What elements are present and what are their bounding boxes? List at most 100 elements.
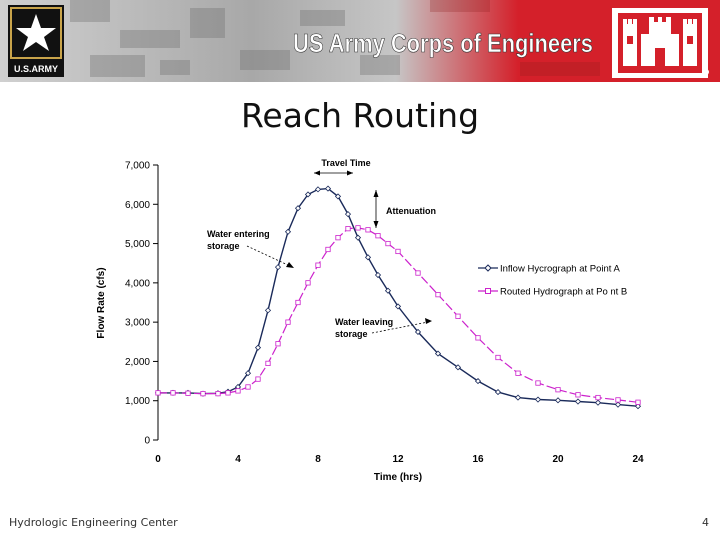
data-point (514, 394, 522, 401)
y-tick-label: 6,000 (125, 200, 150, 211)
x-tick-label: 16 (472, 454, 484, 465)
data-point (294, 205, 302, 212)
data-point (304, 191, 312, 198)
data-point (374, 271, 382, 279)
water-leaving-leader (371, 321, 429, 334)
castle-icon (612, 8, 709, 78)
x-tick-label: 8 (315, 454, 321, 465)
data-point (384, 287, 392, 294)
data-point (615, 397, 621, 403)
data-point (264, 307, 272, 314)
y-tick-label: 1,000 (125, 396, 150, 407)
data-point (594, 399, 602, 406)
army-logo-text: U.S.ARMY (14, 64, 58, 74)
data-point (575, 392, 581, 398)
attenuation-arrowhead-bottom (373, 221, 379, 228)
header-banner: U.S.ARMY US Army Corps of Engineers (0, 0, 720, 82)
data-point (155, 390, 161, 396)
data-point (614, 401, 622, 408)
data-point (225, 390, 231, 396)
annotation-water-entering-line2: storage (207, 241, 240, 251)
annotation-water-leaving-line1: Water leaving (335, 317, 393, 327)
legend-marker (484, 264, 492, 272)
data-point (375, 233, 381, 239)
annotation-travel-time: Travel Time (321, 158, 370, 168)
legend-box (476, 256, 656, 300)
x-tick-label: 12 (392, 454, 404, 465)
army-logo: U.S.ARMY (8, 5, 64, 77)
data-point (385, 240, 391, 247)
annotation-water-entering-line1: Water entering (207, 229, 270, 239)
data-point (355, 225, 361, 231)
annotation-attenuation: Attenuation (386, 206, 436, 216)
data-point (635, 399, 641, 405)
data-point (395, 248, 401, 255)
data-point (534, 396, 542, 403)
data-point (285, 319, 291, 325)
data-point (335, 235, 341, 241)
data-point (365, 227, 371, 233)
data-point (315, 262, 321, 268)
legend-marker (485, 288, 491, 294)
data-point (555, 387, 561, 393)
y-tick-label: 5,000 (125, 239, 150, 250)
data-point (535, 380, 541, 386)
data-point (324, 185, 332, 192)
travel-time-arrowhead-right (347, 170, 353, 176)
page-title: Reach Routing (240, 96, 480, 135)
data-point (435, 292, 441, 298)
y-tick-label: 0 (144, 436, 150, 447)
banner-graphic: U.S.ARMY US Army Corps of Engineers (0, 0, 720, 82)
x-tick-label: 4 (235, 454, 241, 465)
attenuation-arrowhead-top (373, 190, 379, 197)
data-point (494, 389, 502, 396)
water-entering-arrowhead (286, 262, 294, 268)
data-point (170, 390, 176, 396)
y-tick-label: 2,000 (125, 357, 150, 368)
data-point (334, 193, 342, 200)
data-point (495, 354, 501, 361)
data-point (455, 313, 461, 319)
x-tick-label: 0 (155, 454, 161, 465)
data-point (235, 388, 241, 394)
data-point (394, 303, 402, 310)
data-point (415, 270, 421, 276)
x-axis-label: Time (hrs) (374, 472, 422, 483)
x-tick-label: 24 (632, 454, 644, 465)
data-point (305, 280, 311, 286)
data-point (344, 211, 352, 218)
data-point (254, 344, 262, 351)
data-point (185, 390, 191, 396)
legend-label: Inflow Hycrograph at Point A (500, 264, 621, 275)
data-point (475, 335, 481, 341)
data-point (244, 370, 252, 377)
data-point (345, 226, 351, 232)
data-point (295, 299, 301, 306)
data-point (454, 364, 462, 371)
data-point (215, 391, 221, 397)
data-point (314, 186, 322, 193)
page-number: 4 (702, 516, 709, 529)
data-point (325, 246, 331, 253)
data-point (275, 341, 281, 347)
hydrograph-chart: 0 1,000 2,000 3,000 4,000 5,000 6,000 7,000 0 4 8 1… (96, 158, 656, 483)
data-point (414, 328, 422, 336)
data-point (354, 234, 362, 241)
data-point (554, 397, 562, 404)
data-point (634, 403, 642, 410)
data-point (595, 394, 601, 401)
data-point (200, 391, 206, 397)
x-tick-label: 20 (552, 454, 564, 465)
travel-time-arrowhead-left (314, 170, 320, 176)
data-point (474, 378, 482, 385)
data-point (515, 370, 521, 376)
footer-organization: Hydrologic Engineering Center (9, 516, 178, 529)
data-point (364, 254, 372, 261)
banner-title: US Army Corps of Engineers (293, 28, 593, 58)
data-point (434, 350, 442, 357)
series-line (158, 227, 639, 403)
y-tick-label: 7,000 (125, 161, 150, 172)
data-point (574, 398, 582, 405)
y-tick-label: 3,000 (125, 318, 150, 329)
y-axis-label: Flow Rate (cfs) (96, 267, 107, 338)
